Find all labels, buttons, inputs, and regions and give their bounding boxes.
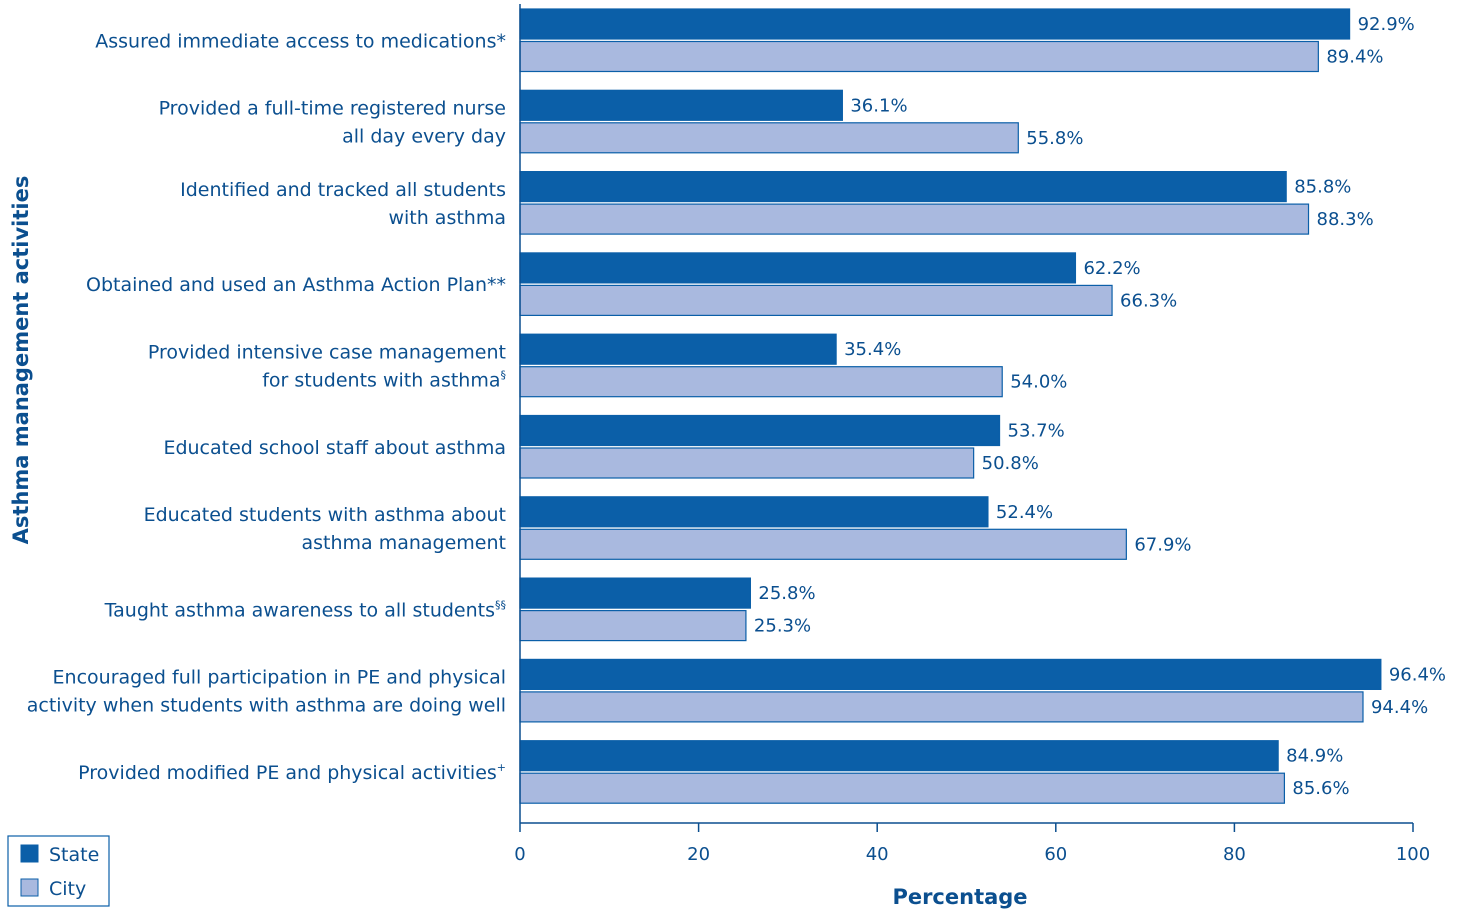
- bar-city-4: [519, 366, 1003, 398]
- bar-state-1: [519, 89, 843, 121]
- value-label-state-7: 25.8%: [758, 583, 815, 604]
- value-label-state-1: 36.1%: [850, 95, 907, 116]
- bar-city-9: [519, 772, 1286, 804]
- x-tick-label-0: 0: [514, 844, 525, 865]
- bar-city-0: [519, 40, 1319, 73]
- bar-state-0: [519, 8, 1351, 40]
- legend-swatch-state: [20, 844, 39, 863]
- value-label-state-2: 85.8%: [1294, 177, 1351, 198]
- x-tick-label-1: 20: [687, 844, 710, 865]
- category-label-6: Educated students with asthma about asthm…: [144, 504, 506, 554]
- bar-city-5: [519, 447, 975, 479]
- value-label-state-4: 35.4%: [844, 339, 901, 360]
- category-label-9: Provided modified PE and physical activi…: [78, 761, 506, 784]
- legend-label-city: City: [49, 878, 86, 900]
- value-label-city-8: 94.4%: [1371, 697, 1428, 718]
- value-labels: 92.9% 89.4% 36.1% 55.8% 85.8% 88.3% 62.2% 66.3%…: [754, 14, 1446, 799]
- bar-state-2: [519, 171, 1287, 203]
- bars-layer: [519, 8, 1382, 804]
- legend-swatch-city: [20, 878, 39, 897]
- y-axis-title: Asthma management activities: [9, 176, 33, 545]
- value-label-city-3: 66.3%: [1120, 290, 1177, 311]
- bar-state-3: [519, 252, 1077, 284]
- value-label-city-0: 89.4%: [1326, 47, 1383, 68]
- category-label-8: Encouraged full participation in PE and …: [27, 667, 506, 717]
- bar-city-7: [519, 609, 747, 642]
- legend-label-state: State: [49, 844, 99, 866]
- bar-city-1: [519, 122, 1019, 154]
- axes: 0 20 40 60 80 100: [514, 4, 1430, 865]
- x-tick-label-2: 40: [866, 844, 889, 865]
- value-label-state-6: 52.4%: [996, 502, 1053, 523]
- bar-city-6: [519, 528, 1127, 560]
- value-label-state-5: 53.7%: [1008, 421, 1065, 442]
- value-label-city-4: 54.0%: [1010, 372, 1067, 393]
- bar-state-6: [519, 496, 989, 528]
- value-label-city-6: 67.9%: [1134, 534, 1191, 555]
- value-label-state-0: 92.9%: [1358, 14, 1415, 35]
- x-tick-label-4: 80: [1223, 844, 1246, 865]
- bar-state-5: [519, 414, 1001, 447]
- category-label-4: Provided intensive case management for st…: [148, 341, 506, 391]
- value-label-city-7: 25.3%: [754, 616, 811, 637]
- value-label-city-1: 55.8%: [1026, 128, 1083, 149]
- bar-city-3: [519, 284, 1113, 316]
- x-axis-title: Percentage: [892, 885, 1027, 909]
- bar-state-8: [519, 658, 1382, 691]
- value-label-city-9: 85.6%: [1292, 778, 1349, 799]
- value-label-city-2: 88.3%: [1317, 209, 1374, 230]
- category-label-2: Identified and tracked all students with …: [180, 179, 506, 229]
- value-label-state-9: 84.9%: [1286, 746, 1343, 767]
- category-label-0: Assured immediate access to medications*: [95, 30, 506, 52]
- x-tick-label-5: 100: [1396, 844, 1430, 865]
- value-label-state-3: 62.2%: [1083, 258, 1140, 279]
- value-label-city-5: 50.8%: [982, 453, 1039, 474]
- category-label-5: Educated school staff about asthma: [163, 437, 506, 459]
- bar-state-4: [519, 333, 837, 365]
- bar-city-2: [519, 203, 1310, 235]
- x-tick-label-3: 60: [1044, 844, 1067, 865]
- bar-state-7: [519, 577, 751, 609]
- category-labels: Assured immediate access to medications*…: [27, 30, 506, 784]
- bar-state-9: [519, 740, 1279, 772]
- value-label-state-8: 96.4%: [1389, 664, 1446, 685]
- legend: State City: [7, 835, 110, 907]
- bar-city-8: [519, 691, 1364, 723]
- category-label-1: Provided a full-time registered nurse all…: [159, 98, 506, 148]
- category-label-3: Obtained and used an Asthma Action Plan*…: [86, 274, 506, 296]
- category-label-7: Taught asthma awareness to all students§…: [104, 598, 506, 621]
